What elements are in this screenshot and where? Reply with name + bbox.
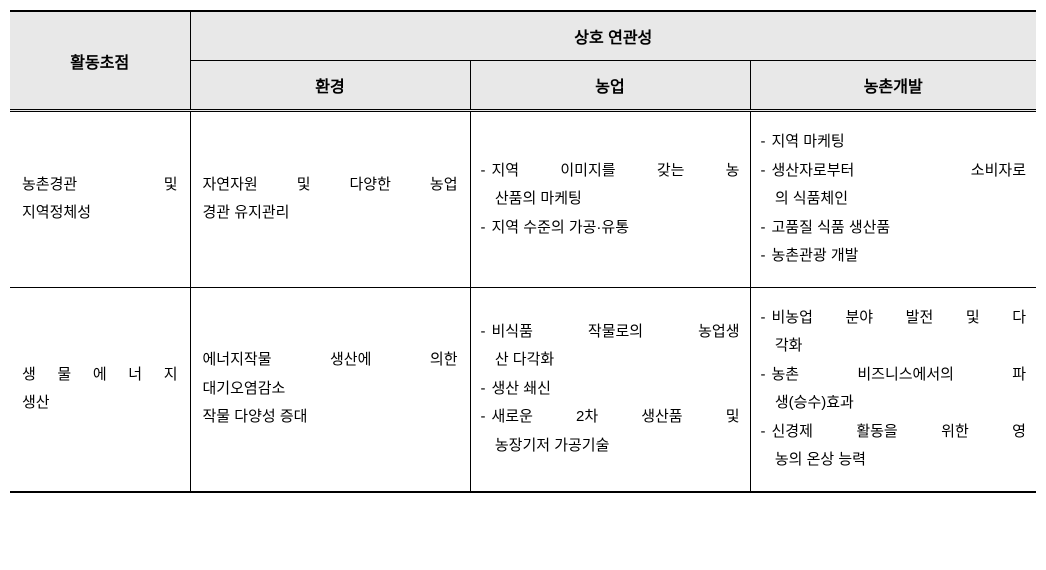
list-item: - 생산자로부터 소비자로 xyxy=(761,157,1027,186)
list-item-cont: 산 다각화 xyxy=(481,346,740,375)
bullet-text: 의 식품체인 xyxy=(775,185,1026,214)
bullet-spacer xyxy=(761,185,775,214)
list-item-cont: 산품의 마케팅 xyxy=(481,185,740,214)
bullet-text: 지역 수준의 가공·유통 xyxy=(492,214,740,243)
table-header: 활동초점 상호 연관성 환경 농업 농촌개발 xyxy=(10,11,1036,111)
bullet-text: 신경제 활동을 위한 영 xyxy=(772,418,1027,447)
bullet-text: 새로운 2차 생산품 및 xyxy=(492,403,740,432)
bullet-text: 산품의 마케팅 xyxy=(495,185,740,214)
cell-environment: 자연자원 및 다양한 농업 경관 유지관리 xyxy=(190,111,470,288)
th-correlation: 상호 연관성 xyxy=(190,11,1036,61)
list-item-cont: 농장기저 가공기술 xyxy=(481,432,740,461)
list-item: - 비식품 작물로의 농업생 xyxy=(481,318,740,347)
th-activity: 활동초점 xyxy=(10,11,190,111)
bullet-dash-icon: - xyxy=(761,242,772,271)
env-line: 작물 다양성 증대 xyxy=(203,403,458,432)
list-item-cont: 의 식품체인 xyxy=(761,185,1027,214)
bullet-dash-icon: - xyxy=(761,128,772,157)
bullet-text: 고품질 식품 생산품 xyxy=(772,214,1027,243)
bullet-text: 산 다각화 xyxy=(495,346,740,375)
list-item-cont: 농의 온상 능력 xyxy=(761,446,1027,475)
activity-line: 지역정체성 xyxy=(22,199,178,228)
bullet-text: 생산 쇄신 xyxy=(492,375,740,404)
env-line: 에너지작물 생산에 의한 xyxy=(203,346,458,375)
list-item: - 농촌 비즈니스에서의 파 xyxy=(761,361,1027,390)
bullet-spacer xyxy=(761,389,775,418)
activity-line: 농촌경관 및 xyxy=(22,171,178,200)
bullet-text: 지역 이미지를 갖는 농 xyxy=(492,157,740,186)
bullet-text: 농장기저 가공기술 xyxy=(495,432,740,461)
activity-line: 생산 xyxy=(22,389,178,418)
list-item-cont: 생(승수)효과 xyxy=(761,389,1027,418)
bullet-dash-icon: - xyxy=(481,214,492,243)
cell-activity: 생 물 에 너 지 생산 xyxy=(10,287,190,492)
bullet-dash-icon: - xyxy=(481,157,492,186)
bullet-dash-icon: - xyxy=(761,361,772,390)
env-line: 경관 유지관리 xyxy=(203,199,458,228)
bullet-spacer xyxy=(761,332,775,361)
bullet-spacer xyxy=(481,185,495,214)
cell-development: - 지역 마케팅 - 생산자로부터 소비자로 의 식품체인 - 고품질 식품 생… xyxy=(750,111,1036,288)
th-environment: 환경 xyxy=(190,61,470,111)
cell-activity: 농촌경관 및 지역정체성 xyxy=(10,111,190,288)
bullet-text: 비식품 작물로의 농업생 xyxy=(492,318,740,347)
table-body: 농촌경관 및 지역정체성 자연자원 및 다양한 농업 경관 유지관리 - 지역 … xyxy=(10,111,1036,492)
bullet-spacer xyxy=(481,432,495,461)
bullet-dash-icon: - xyxy=(761,214,772,243)
cell-environment: 에너지작물 생산에 의한 대기오염감소 작물 다양성 증대 xyxy=(190,287,470,492)
activity-line: 생 물 에 너 지 xyxy=(22,361,178,390)
bullet-text: 생산자로부터 소비자로 xyxy=(772,157,1027,186)
bullet-text: 각화 xyxy=(775,332,1026,361)
bullet-dash-icon: - xyxy=(761,418,772,447)
bullet-text: 비농업 분야 발전 및 다 xyxy=(772,304,1027,333)
list-item: - 농촌관광 개발 xyxy=(761,242,1027,271)
list-item: - 새로운 2차 생산품 및 xyxy=(481,403,740,432)
bullet-text: 농촌 비즈니스에서의 파 xyxy=(772,361,1027,390)
list-item-cont: 각화 xyxy=(761,332,1027,361)
bullet-dash-icon: - xyxy=(761,157,772,186)
cell-agriculture: - 지역 이미지를 갖는 농 산품의 마케팅 - 지역 수준의 가공·유통 xyxy=(470,111,750,288)
list-item: - 지역 마케팅 xyxy=(761,128,1027,157)
env-line: 대기오염감소 xyxy=(203,375,458,404)
list-item: - 지역 수준의 가공·유통 xyxy=(481,214,740,243)
cell-development: - 비농업 분야 발전 및 다 각화 - 농촌 비즈니스에서의 파 생(승수)효… xyxy=(750,287,1036,492)
list-item: - 생산 쇄신 xyxy=(481,375,740,404)
th-agriculture: 농업 xyxy=(470,61,750,111)
bullet-text: 농촌관광 개발 xyxy=(772,242,1027,271)
list-item: - 고품질 식품 생산품 xyxy=(761,214,1027,243)
bullet-text: 농의 온상 능력 xyxy=(775,446,1026,475)
bullet-dash-icon: - xyxy=(761,304,772,333)
bullet-dash-icon: - xyxy=(481,375,492,404)
cell-agriculture: - 비식품 작물로의 농업생 산 다각화 - 생산 쇄신 - 새로운 2차 생산… xyxy=(470,287,750,492)
list-item: - 비농업 분야 발전 및 다 xyxy=(761,304,1027,333)
bullet-dash-icon: - xyxy=(481,318,492,347)
env-line: 자연자원 및 다양한 농업 xyxy=(203,171,458,200)
bullet-text: 지역 마케팅 xyxy=(772,128,1027,157)
th-development: 농촌개발 xyxy=(750,61,1036,111)
bullet-spacer xyxy=(481,346,495,375)
bullet-dash-icon: - xyxy=(481,403,492,432)
list-item: - 지역 이미지를 갖는 농 xyxy=(481,157,740,186)
table-row: 농촌경관 및 지역정체성 자연자원 및 다양한 농업 경관 유지관리 - 지역 … xyxy=(10,111,1036,288)
correlation-table: 활동초점 상호 연관성 환경 농업 농촌개발 농촌경관 및 지역정체성 자연자원… xyxy=(10,10,1036,493)
bullet-text: 생(승수)효과 xyxy=(775,389,1026,418)
table-row: 생 물 에 너 지 생산 에너지작물 생산에 의한 대기오염감소 작물 다양성 … xyxy=(10,287,1036,492)
list-item: - 신경제 활동을 위한 영 xyxy=(761,418,1027,447)
bullet-spacer xyxy=(761,446,775,475)
